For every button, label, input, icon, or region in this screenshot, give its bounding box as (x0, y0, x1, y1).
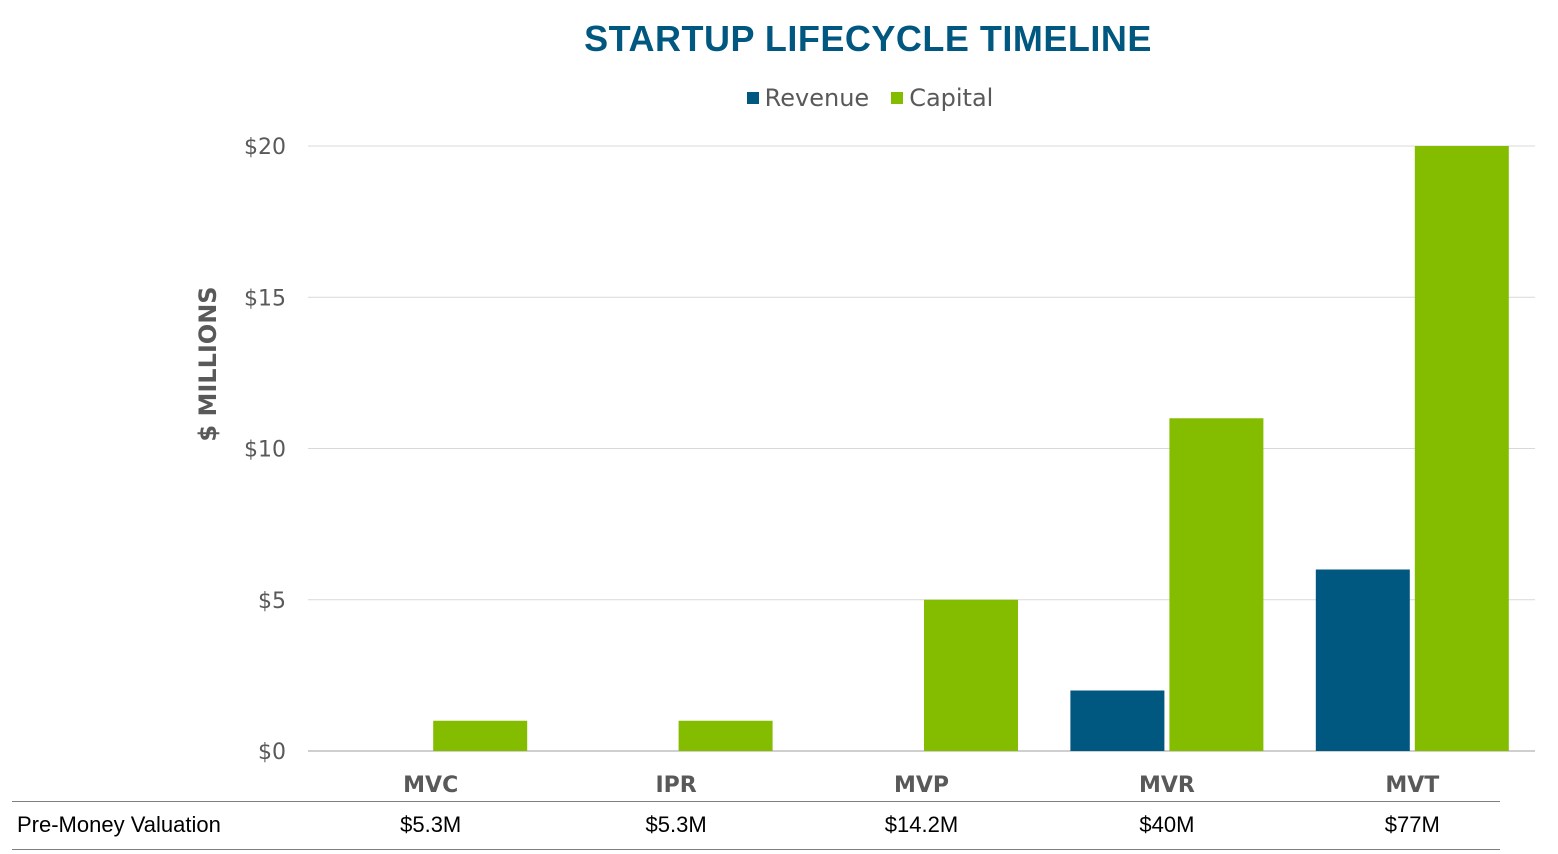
bar-capital-mvr (1169, 418, 1264, 751)
legend-swatch-revenue (746, 92, 759, 104)
legend-label-revenue: Revenue (764, 84, 870, 112)
y-tick-label: $20 (244, 135, 286, 160)
valuation-cell: $77M (1384, 812, 1440, 837)
legend: Revenue Capital (0, 84, 1558, 112)
valuation-cell: $14.2M (884, 812, 959, 837)
category-labels: MVC IPR MVP MVR MVT (403, 773, 1439, 798)
y-tick-label: $15 (244, 286, 286, 311)
bar-capital-mvt (1414, 146, 1509, 751)
y-tick-label: $0 (258, 740, 286, 765)
bar-revenue-mvt (1315, 569, 1410, 751)
x-tick-label: MVR (1139, 773, 1195, 798)
y-tick-label: $10 (244, 438, 286, 463)
legend-swatch-capital (891, 92, 904, 104)
y-tick-labels: $0 $5 $10 $15 $20 (244, 135, 286, 765)
bar-capital-ipr (678, 720, 773, 751)
valuation-cell: $5.3M (400, 812, 462, 837)
bar-capital-mvc (433, 720, 528, 751)
x-tick-label: MVT (1385, 773, 1439, 798)
valuation-table: Pre-Money Valuation $5.3M $5.3M $14.2M $40M… (12, 801, 1500, 850)
bars (433, 146, 1509, 751)
x-tick-label: MVP (894, 773, 949, 798)
legend-item-capital: Capital (891, 84, 993, 112)
y-tick-label: $5 (258, 589, 286, 614)
bar-chart: $0 $5 $10 $15 $20 MVC IPR MVP MVR MVT (244, 135, 1535, 798)
chart-title: STARTUP LIFECYCLE TIMELINE (584, 18, 1152, 59)
x-tick-label: MVC (403, 773, 458, 798)
bar-revenue-mvr (1070, 690, 1165, 751)
valuation-cell: $5.3M (645, 812, 707, 837)
legend-item-revenue: Revenue (746, 84, 870, 112)
bar-capital-mvp (924, 599, 1018, 751)
valuation-row-label: Pre-Money Valuation (17, 812, 221, 837)
valuation-cell: $40M (1139, 812, 1195, 837)
legend-label-capital: Capital (909, 84, 994, 112)
x-tick-label: IPR (655, 773, 696, 798)
